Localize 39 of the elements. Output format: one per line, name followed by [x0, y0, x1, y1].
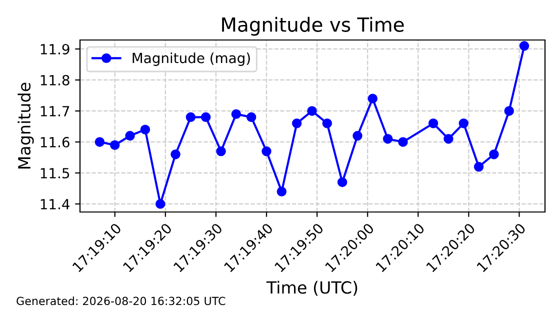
point	[504, 106, 514, 116]
point	[262, 146, 272, 156]
point	[382, 134, 393, 144]
y-tick-label: 11.4	[40, 199, 70, 210]
y-axis-title: Magnitude	[18, 82, 34, 169]
point	[398, 137, 408, 147]
point	[246, 112, 256, 122]
point	[352, 130, 362, 141]
point	[200, 112, 211, 122]
y-tick-label: 11.8	[40, 74, 70, 86]
point	[444, 134, 454, 144]
y-tick-label: 11.5	[40, 168, 70, 178]
point	[428, 118, 438, 128]
point	[276, 186, 287, 196]
point	[474, 162, 484, 172]
point	[519, 41, 530, 51]
point	[337, 177, 348, 188]
y-tick-label: 11.6	[40, 136, 70, 148]
legend-label: Magnitude (mag)	[132, 52, 250, 66]
text: Generated: 2026-08-20 16:32:05 UTC	[16, 296, 226, 306]
point	[170, 149, 180, 160]
point	[186, 112, 196, 122]
y-tick-label: 11.7	[40, 106, 70, 116]
point	[140, 124, 150, 134]
point	[458, 118, 468, 128]
point	[489, 149, 499, 160]
point	[110, 140, 120, 150]
point	[292, 118, 302, 128]
point	[94, 137, 105, 147]
x-axis-title: Time (UTC)	[266, 280, 358, 296]
point	[155, 199, 166, 209]
point	[322, 118, 332, 128]
point	[125, 130, 135, 141]
chart-title: Magnitude vs Time	[222, 16, 404, 36]
y-tick-label: 11.9	[40, 44, 70, 54]
point	[216, 146, 226, 156]
point	[307, 106, 317, 116]
point	[231, 109, 242, 119]
point	[368, 94, 378, 104]
